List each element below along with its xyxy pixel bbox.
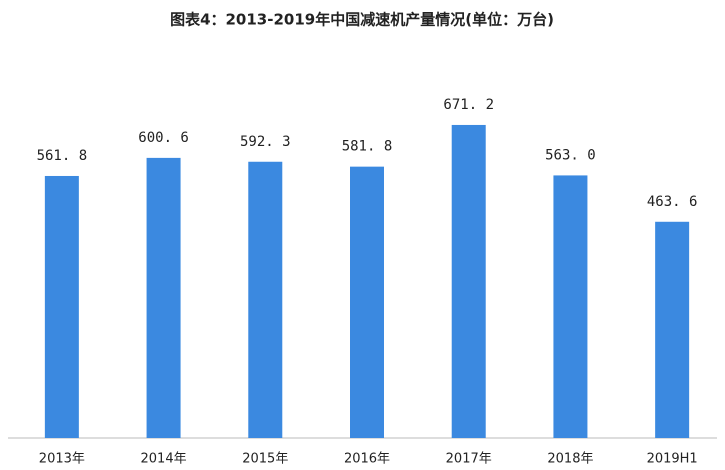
bar (655, 221, 690, 438)
x-tick-label: 2016年 (344, 452, 390, 467)
value-label: 561. 8 (37, 148, 88, 164)
x-tick-label: 2015年 (242, 452, 288, 467)
value-label: 563. 0 (545, 147, 596, 163)
bar (350, 166, 384, 438)
bar (248, 161, 283, 438)
bar (451, 124, 486, 438)
value-label: 463. 6 (647, 194, 698, 210)
x-tick-label: 2017年 (446, 452, 492, 467)
x-tick-label: 2014年 (141, 452, 187, 467)
value-label: 581. 8 (342, 139, 393, 155)
value-label: 600. 6 (138, 130, 189, 146)
chart-title: 图表4：2013-2019年中国减速机产量情况(单位：万台) (170, 11, 554, 29)
bar (553, 175, 588, 438)
bar (146, 157, 181, 438)
x-tick-label: 2013年 (39, 452, 85, 467)
value-label: 592. 3 (240, 134, 291, 150)
x-tick-label: 2018年 (547, 452, 593, 467)
x-tick-label: 2019H1 (647, 452, 698, 467)
bar (44, 175, 79, 438)
value-label: 671. 2 (443, 97, 494, 113)
